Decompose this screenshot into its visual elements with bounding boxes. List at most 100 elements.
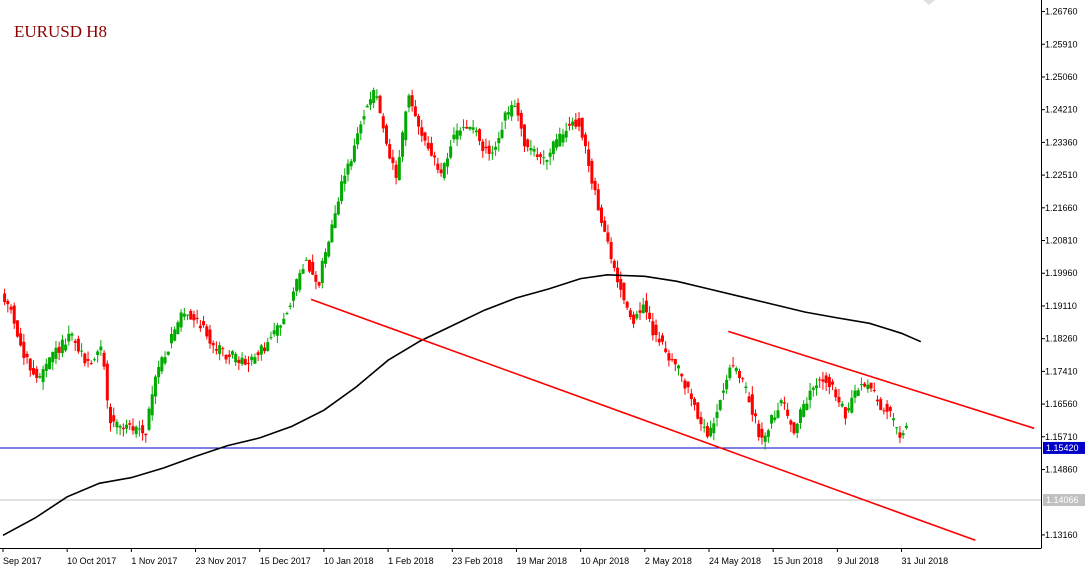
candle-bull (349, 161, 353, 167)
candle-bear (202, 321, 206, 326)
candle-bear (484, 146, 488, 149)
x-tick-label: 1 Feb 2018 (388, 556, 434, 566)
candle-bear (109, 406, 113, 424)
candle-bull (859, 384, 863, 386)
candle-bear (35, 368, 39, 379)
candle-bull (54, 347, 58, 359)
candle-bear (73, 340, 77, 343)
channel-lower-trendline[interactable] (310, 298, 976, 542)
candle-bear (410, 95, 414, 107)
candle-bear (307, 259, 311, 272)
candle-bull (150, 394, 154, 416)
candle-bear (657, 338, 661, 343)
candle-bear (15, 320, 19, 337)
candle-bear (112, 415, 116, 422)
candle-bull (815, 385, 819, 389)
moving-average-line (2, 273, 922, 537)
candle-bear (596, 189, 600, 211)
candle-bear (31, 367, 35, 375)
x-tick-label: 23 Nov 2017 (196, 556, 247, 566)
candle-bull (545, 160, 549, 162)
candle-bull (96, 351, 100, 356)
candle-bear (818, 379, 822, 381)
candle-bull (904, 425, 908, 429)
candle-bear (522, 124, 526, 147)
candle-bear (394, 164, 398, 178)
candle-bull (240, 357, 244, 365)
candle-bear (256, 352, 260, 355)
candle-bear (423, 132, 427, 141)
candle-bear (433, 155, 437, 158)
candle-bear (128, 423, 132, 425)
candle-bull (712, 423, 716, 434)
candle-bull (125, 424, 129, 429)
candle-bull (811, 387, 815, 390)
candle-bull (259, 345, 263, 355)
candle-bull (770, 415, 774, 424)
candle-bull (702, 426, 706, 428)
candle-bull (404, 111, 408, 141)
candle-bear (19, 333, 23, 346)
candle-bear (86, 359, 90, 361)
candle-bear (680, 373, 684, 377)
candle-bear (875, 399, 879, 402)
candle-bull (401, 132, 405, 157)
candle-bull (529, 148, 533, 151)
candle-bear (426, 142, 430, 149)
candle-bear (837, 396, 841, 403)
candle-bull (92, 359, 96, 361)
candle-bull (176, 322, 180, 335)
candle-bull (291, 291, 295, 301)
candle-bear (831, 381, 835, 385)
candle-bull (744, 386, 748, 389)
candle-bear (516, 102, 520, 116)
candle-bear (519, 112, 523, 129)
candle-bull (847, 408, 851, 411)
candle-bull (500, 129, 504, 138)
candle-bear (699, 417, 703, 425)
candle-bull (272, 330, 276, 335)
candle-bull (372, 89, 376, 104)
candle-bull (115, 421, 119, 428)
candle-bull (269, 337, 273, 339)
candle-bull (356, 133, 360, 145)
candle-bear (141, 425, 145, 434)
candle-bear (317, 282, 321, 286)
x-tick-label: 19 Mar 2018 (516, 556, 567, 566)
candle-bull (795, 423, 799, 434)
candle-bull (166, 351, 170, 355)
channel-upper-trendline[interactable] (728, 330, 1035, 430)
candle-bull (718, 400, 722, 410)
candle-bull (397, 157, 401, 181)
support-price-badge (1043, 441, 1085, 454)
x-tick-label: 9 Jul 2018 (837, 556, 879, 566)
candle-bull (80, 350, 84, 352)
candle-bull (250, 356, 254, 361)
y-tick-label: 1.20810 (1045, 236, 1078, 246)
candle-bull (866, 384, 870, 389)
candle-bear (311, 261, 315, 275)
candle-bear (782, 402, 786, 404)
y-tick-label: 1.23360 (1045, 137, 1078, 147)
candle-bear (827, 376, 831, 388)
candle-bear (391, 157, 395, 164)
candle-bear (654, 324, 658, 335)
candle-bear (413, 106, 417, 117)
candle-bear (869, 382, 873, 389)
candle-bear (28, 358, 32, 371)
candle-bull (137, 428, 141, 430)
candle-bull (892, 418, 896, 421)
candle-bull (288, 305, 292, 307)
candle-bear (195, 317, 199, 320)
y-tick-label: 1.25060 (1045, 72, 1078, 82)
candle-bear (243, 359, 247, 365)
y-tick-label: 1.15710 (1045, 432, 1078, 442)
candle-bull (715, 411, 719, 418)
x-tick-label: 2 May 2018 (645, 556, 692, 566)
candle-bull (295, 279, 299, 292)
candle-bear (214, 349, 218, 351)
candle-bear (314, 274, 318, 282)
candle-bull (449, 146, 453, 158)
candle-bull (340, 181, 344, 202)
candle-bear (603, 220, 607, 232)
